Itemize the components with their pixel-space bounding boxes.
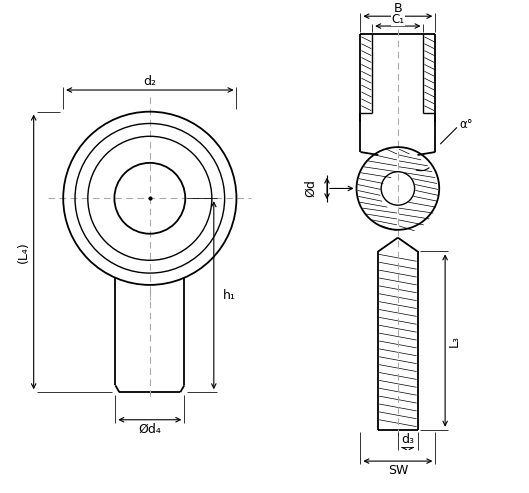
Text: C₁: C₁ [391,13,405,26]
Text: Ød₄: Ød₄ [139,423,161,436]
Text: Ød: Ød [304,179,317,197]
Text: h₁: h₁ [223,289,235,302]
Text: SW: SW [388,464,408,477]
Text: B: B [394,2,402,15]
Text: d₂: d₂ [143,74,157,88]
Text: L₃: L₃ [448,335,460,347]
Text: d₃: d₃ [401,433,414,446]
Text: α°: α° [459,118,472,131]
Text: (L₄): (L₄) [17,241,30,263]
